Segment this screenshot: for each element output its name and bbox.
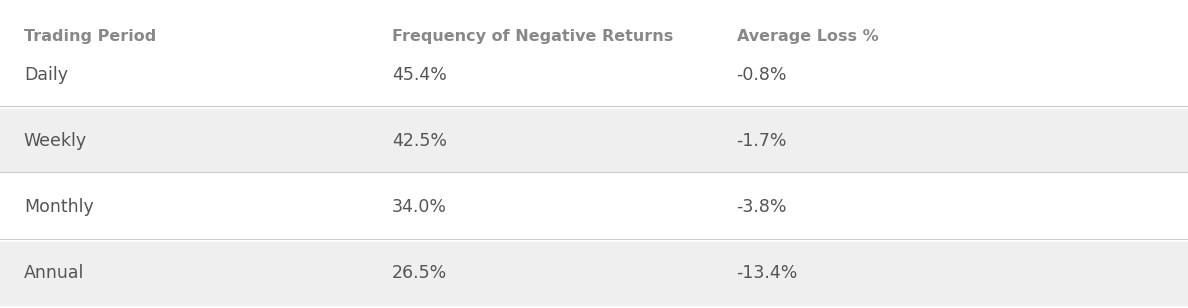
Text: -13.4%: -13.4% [737, 264, 798, 282]
Text: 45.4%: 45.4% [392, 66, 447, 84]
Text: Trading Period: Trading Period [24, 30, 156, 44]
Text: Weekly: Weekly [24, 132, 87, 150]
Text: -0.8%: -0.8% [737, 66, 788, 84]
Text: -1.7%: -1.7% [737, 132, 788, 150]
Text: -3.8%: -3.8% [737, 198, 788, 216]
Text: Daily: Daily [24, 66, 68, 84]
Text: 42.5%: 42.5% [392, 132, 447, 150]
Text: Frequency of Negative Returns: Frequency of Negative Returns [392, 30, 674, 44]
Bar [0, 242, 1188, 305]
Bar [0, 109, 1188, 172]
Text: Annual: Annual [24, 264, 84, 282]
Text: 26.5%: 26.5% [392, 264, 448, 282]
Text: 34.0%: 34.0% [392, 198, 447, 216]
Text: Monthly: Monthly [24, 198, 94, 216]
Text: Average Loss %: Average Loss % [737, 30, 878, 44]
